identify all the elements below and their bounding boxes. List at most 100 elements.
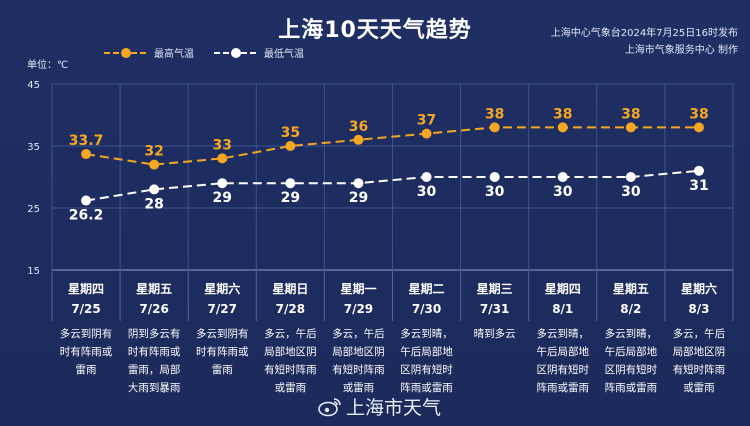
- forecast-description: 午后局部地: [537, 345, 590, 358]
- forecast-description: 区阴有短时: [605, 363, 658, 376]
- data-point: [217, 178, 228, 189]
- data-point: [81, 149, 92, 160]
- data-point: [557, 122, 568, 133]
- forecast-description: 阴到多云有: [128, 327, 181, 340]
- weekday-label: 星期四: [545, 281, 581, 296]
- data-point: [285, 178, 296, 189]
- series-line-1: [85, 169, 699, 202]
- forecast-description: 区阴有短时: [400, 363, 453, 376]
- forecast-description: 多云，午后: [332, 327, 385, 340]
- forecast-description: 多云到晴，: [400, 327, 453, 340]
- weekday-label: 星期一: [340, 281, 376, 296]
- y-axis-label: 单位：℃: [27, 58, 68, 71]
- data-point: [421, 172, 432, 182]
- weekday-label: 星期四: [68, 281, 104, 296]
- weekday-label: 星期日: [272, 281, 308, 296]
- forecast-description: 大雨到暴雨: [128, 381, 181, 394]
- x-tick-label: 7/28: [276, 302, 305, 316]
- data-point: [285, 141, 296, 151]
- weekday-label: 星期六: [681, 281, 717, 296]
- forecast-description: 局部地区阴: [332, 345, 385, 358]
- x-tick-label: 7/27: [208, 302, 237, 316]
- data-label: 29: [281, 190, 300, 206]
- weibo-icon: [318, 397, 341, 416]
- x-tick-label: 8/2: [620, 302, 641, 316]
- data-point: [625, 172, 636, 182]
- forecast-description: 多云到阴有: [196, 327, 249, 340]
- footer-account-name: 上海市天气: [346, 397, 442, 419]
- forecast-description: 多云到晴，: [537, 327, 590, 340]
- forecast-description: 有短时阵雨: [332, 363, 385, 376]
- footer-account: 上海市天气: [318, 393, 441, 420]
- data-label: 30: [553, 184, 573, 200]
- forecast-description: 或雷雨: [683, 382, 715, 394]
- data-label: 33.7: [69, 133, 104, 149]
- legend-marker-1: [231, 48, 241, 58]
- forecast-description: 午后局部地: [400, 345, 453, 358]
- forecast-description: 阵雨或雷雨: [537, 381, 590, 394]
- weekday-label: 星期二: [409, 281, 445, 296]
- x-tick-label: 7/30: [412, 302, 441, 316]
- forecast-description: 阵雨或雷雨: [605, 381, 658, 394]
- forecast-description: 有短时阵雨: [673, 363, 726, 376]
- legend-label-0: 最高气温: [154, 47, 194, 60]
- page-title: 上海10天天气趋势: [278, 18, 472, 43]
- producer-info: 上海市气象服务中心 制作: [624, 45, 738, 56]
- data-label: 35: [281, 125, 300, 141]
- data-point: [421, 128, 432, 139]
- y-tick-label: 15: [27, 266, 40, 277]
- issue-info: 上海中心气象台2024年7月25日16时发布: [550, 28, 738, 39]
- legend-marker-0: [121, 48, 131, 58]
- data-point: [81, 195, 92, 206]
- forecast-description: 局部地区阴: [264, 345, 317, 358]
- x-tick-label: 7/25: [71, 302, 100, 316]
- data-label: 38: [621, 106, 640, 122]
- data-label: 30: [621, 184, 641, 200]
- forecast-description: 晴到多云: [474, 327, 516, 340]
- forecast-description: 时有阵雨或: [128, 345, 181, 358]
- data-point: [217, 153, 228, 164]
- weekday-label: 星期三: [477, 281, 513, 296]
- x-tick-label: 8/3: [688, 302, 709, 316]
- data-point: [625, 122, 636, 133]
- data-label: 33: [213, 137, 232, 153]
- y-tick-label: 25: [27, 204, 40, 215]
- weekday-label: 星期五: [613, 281, 649, 296]
- data-point: [149, 184, 160, 195]
- forecast-description: 时有阵雨或: [196, 345, 249, 358]
- data-point: [149, 159, 160, 170]
- data-label: 36: [349, 119, 368, 135]
- legend-label-1: 最低气温: [264, 47, 304, 60]
- forecast-description: 雷雨: [212, 364, 233, 376]
- forecast-description: 多云到阴有: [60, 327, 113, 340]
- forecast-description: 阵雨或雷雨: [400, 381, 453, 394]
- forecast-description: 雷雨: [76, 364, 97, 376]
- data-label: 28: [144, 196, 163, 212]
- forecast-description: 或雷雨: [275, 382, 307, 394]
- data-point: [489, 122, 500, 133]
- x-tick-label: 7/31: [480, 302, 509, 316]
- forecast-description: 时有阵雨或: [60, 345, 113, 358]
- data-label: 30: [485, 184, 505, 200]
- data-point: [693, 165, 704, 176]
- data-point: [353, 134, 364, 145]
- y-tick-label: 35: [27, 142, 40, 153]
- weekday-label: 星期六: [204, 281, 240, 296]
- forecast-description: 区阴有短时: [537, 363, 590, 376]
- forecast-description: 雷雨，局部: [128, 363, 181, 376]
- data-label: 29: [213, 190, 232, 206]
- data-point: [693, 122, 704, 133]
- x-tick-label: 7/29: [344, 302, 373, 316]
- weekday-label: 星期五: [136, 281, 172, 296]
- y-tick-label: 45: [27, 80, 40, 91]
- x-tick-label: 8/1: [552, 302, 573, 316]
- data-point: [353, 178, 364, 189]
- data-point: [557, 172, 568, 182]
- forecast-description: 午后局部地: [605, 345, 658, 358]
- data-label: 38: [485, 106, 504, 122]
- forecast-description: 多云，午后: [673, 327, 726, 340]
- data-label: 37: [417, 113, 436, 129]
- x-tick-label: 7/26: [139, 302, 168, 316]
- forecast-description: 或雷雨: [343, 382, 375, 394]
- data-label: 30: [417, 184, 437, 200]
